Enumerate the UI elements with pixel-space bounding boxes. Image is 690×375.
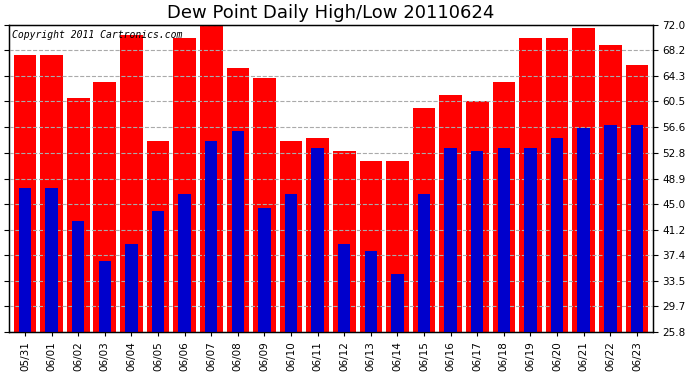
Bar	[444, 148, 457, 332]
Bar	[152, 211, 164, 332]
Bar	[578, 128, 590, 332]
Bar	[14, 55, 37, 332]
Bar	[279, 141, 302, 332]
Bar	[493, 81, 515, 332]
Bar	[440, 95, 462, 332]
Bar	[599, 45, 622, 332]
Bar	[125, 244, 137, 332]
Bar	[147, 141, 169, 332]
Bar	[19, 188, 31, 332]
Bar	[99, 261, 111, 332]
Bar	[232, 131, 244, 332]
Bar	[200, 22, 223, 332]
Bar	[551, 138, 563, 332]
Bar	[94, 81, 116, 332]
Bar	[386, 161, 408, 332]
Bar	[364, 251, 377, 332]
Text: Copyright 2011 Cartronics.com: Copyright 2011 Cartronics.com	[12, 30, 183, 40]
Bar	[120, 35, 143, 332]
Bar	[205, 141, 217, 332]
Bar	[418, 195, 431, 332]
Bar	[226, 68, 249, 332]
Bar	[524, 148, 537, 332]
Bar	[573, 28, 595, 332]
Bar	[253, 78, 276, 332]
Bar	[285, 195, 297, 332]
Bar	[333, 151, 355, 332]
Bar	[391, 274, 404, 332]
Bar	[546, 38, 569, 332]
Bar	[67, 98, 90, 332]
Bar	[497, 148, 510, 332]
Bar	[258, 208, 270, 332]
Bar	[72, 221, 84, 332]
Bar	[179, 195, 191, 332]
Bar	[604, 125, 616, 332]
Bar	[466, 102, 489, 332]
Bar	[413, 108, 435, 332]
Bar	[471, 151, 484, 332]
Bar	[311, 148, 324, 332]
Title: Dew Point Daily High/Low 20110624: Dew Point Daily High/Low 20110624	[167, 4, 495, 22]
Bar	[40, 55, 63, 332]
Bar	[626, 65, 648, 332]
Bar	[338, 244, 351, 332]
Bar	[359, 161, 382, 332]
Bar	[306, 138, 329, 332]
Bar	[173, 38, 196, 332]
Bar	[519, 38, 542, 332]
Bar	[46, 188, 58, 332]
Bar	[631, 125, 643, 332]
